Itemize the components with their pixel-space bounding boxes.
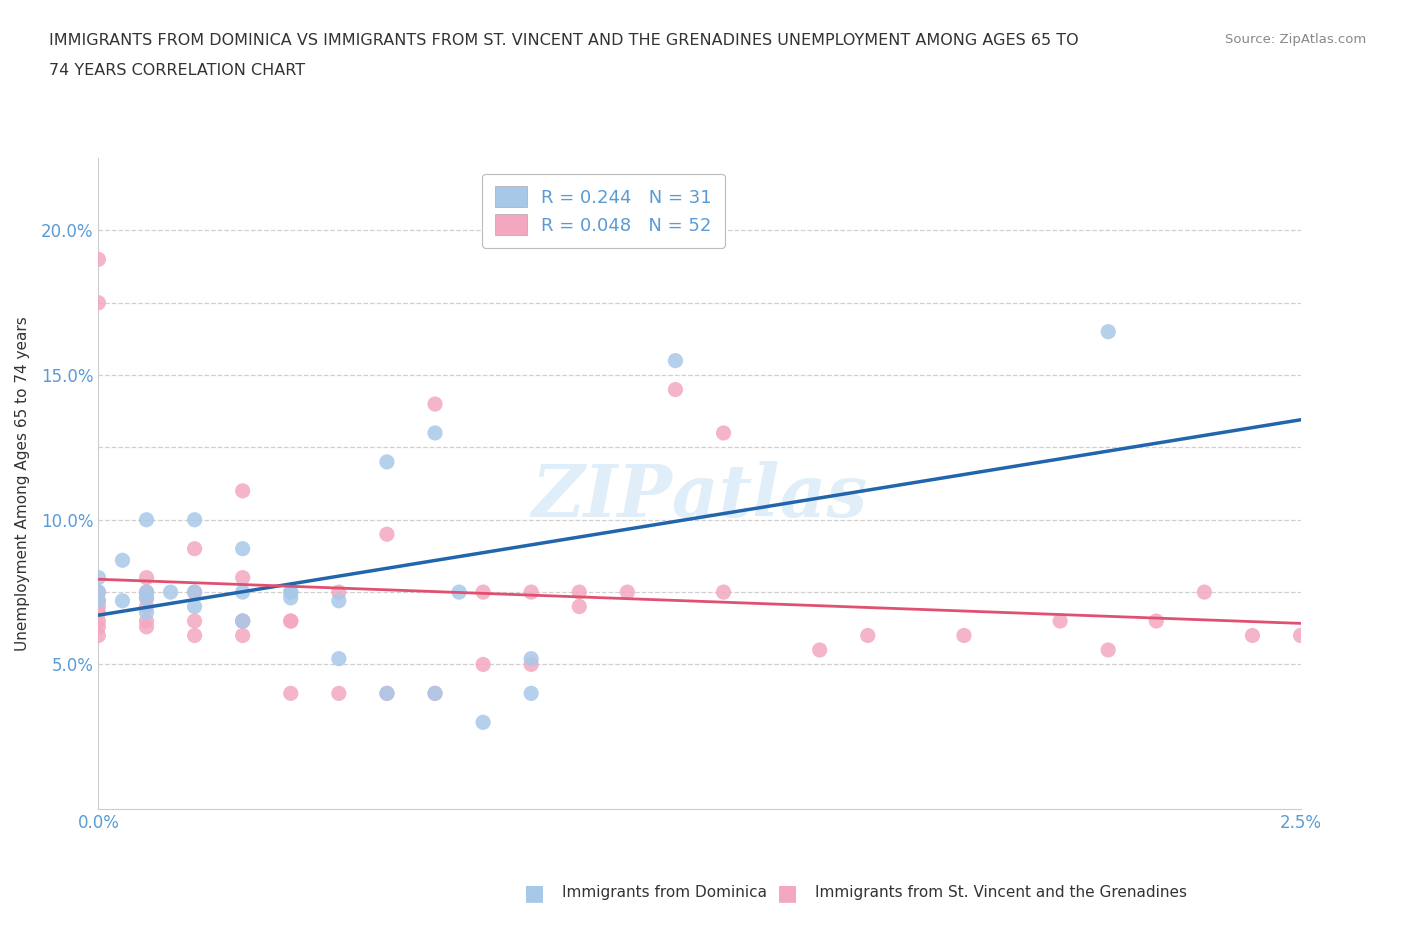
Point: [328, 651, 350, 666]
Point: [135, 619, 157, 634]
Point: [664, 353, 686, 368]
Point: [423, 396, 446, 411]
Text: ZIP​atlas: ZIP​atlas: [531, 461, 868, 532]
Point: [1097, 643, 1119, 658]
Point: [568, 599, 591, 614]
Point: [423, 686, 446, 701]
Point: [713, 585, 735, 600]
Point: [856, 628, 879, 643]
Point: [1049, 614, 1071, 629]
Point: [232, 541, 254, 556]
Point: [87, 570, 110, 585]
Point: [232, 628, 254, 643]
Text: Immigrants from Dominica: Immigrants from Dominica: [562, 885, 768, 900]
Point: [713, 426, 735, 441]
Point: [423, 426, 446, 441]
Point: [232, 614, 254, 629]
Point: [328, 686, 350, 701]
Point: [808, 643, 831, 658]
Point: [87, 593, 110, 608]
Point: [183, 541, 205, 556]
Point: [520, 686, 543, 701]
Point: [87, 585, 110, 600]
Point: [280, 585, 302, 600]
Point: [375, 526, 398, 541]
Point: [1194, 585, 1216, 600]
Point: [423, 686, 446, 701]
Text: ■: ■: [524, 883, 544, 903]
Point: [232, 614, 254, 629]
Point: [520, 651, 543, 666]
Text: Source: ZipAtlas.com: Source: ZipAtlas.com: [1226, 33, 1367, 46]
Legend: R = 0.244   N = 31, R = 0.048   N = 52: R = 0.244 N = 31, R = 0.048 N = 52: [482, 174, 724, 248]
Point: [87, 585, 110, 600]
Point: [232, 585, 254, 600]
Point: [135, 604, 157, 619]
Point: [135, 591, 157, 605]
Point: [87, 614, 110, 629]
Point: [520, 585, 543, 600]
Point: [87, 296, 110, 311]
Point: [1144, 614, 1167, 629]
Point: [328, 585, 350, 600]
Point: [472, 715, 495, 730]
Point: [280, 614, 302, 629]
Point: [232, 614, 254, 629]
Point: [135, 570, 157, 585]
Point: [159, 585, 181, 600]
Point: [87, 599, 110, 614]
Point: [87, 619, 110, 634]
Point: [280, 614, 302, 629]
Point: [280, 585, 302, 600]
Point: [568, 585, 591, 600]
Point: [232, 570, 254, 585]
Point: [135, 585, 157, 600]
Point: [664, 382, 686, 397]
Point: [183, 599, 205, 614]
Point: [135, 599, 157, 614]
Text: IMMIGRANTS FROM DOMINICA VS IMMIGRANTS FROM ST. VINCENT AND THE GRENADINES UNEMP: IMMIGRANTS FROM DOMINICA VS IMMIGRANTS F…: [49, 33, 1078, 47]
Point: [1241, 628, 1264, 643]
Point: [111, 552, 134, 567]
Point: [280, 686, 302, 701]
Point: [87, 604, 110, 619]
Point: [111, 593, 134, 608]
Point: [87, 252, 110, 267]
Point: [135, 614, 157, 629]
Point: [616, 585, 638, 600]
Point: [1097, 325, 1119, 339]
Y-axis label: Unemployment Among Ages 65 to 74 years: Unemployment Among Ages 65 to 74 years: [15, 316, 30, 651]
Point: [472, 657, 495, 671]
Point: [183, 585, 205, 600]
Point: [280, 591, 302, 605]
Text: 74 YEARS CORRELATION CHART: 74 YEARS CORRELATION CHART: [49, 63, 305, 78]
Text: Immigrants from St. Vincent and the Grenadines: Immigrants from St. Vincent and the Gren…: [815, 885, 1188, 900]
Point: [520, 657, 543, 671]
Point: [328, 593, 350, 608]
Point: [87, 628, 110, 643]
Point: [375, 455, 398, 470]
Point: [183, 628, 205, 643]
Point: [1289, 628, 1312, 643]
Point: [375, 686, 398, 701]
Point: [472, 585, 495, 600]
Point: [135, 512, 157, 527]
Point: [375, 686, 398, 701]
Point: [232, 484, 254, 498]
Point: [183, 585, 205, 600]
Point: [135, 591, 157, 605]
Point: [135, 585, 157, 600]
Point: [953, 628, 976, 643]
Point: [87, 593, 110, 608]
Text: ■: ■: [778, 883, 797, 903]
Point: [183, 512, 205, 527]
Point: [183, 614, 205, 629]
Point: [447, 585, 470, 600]
